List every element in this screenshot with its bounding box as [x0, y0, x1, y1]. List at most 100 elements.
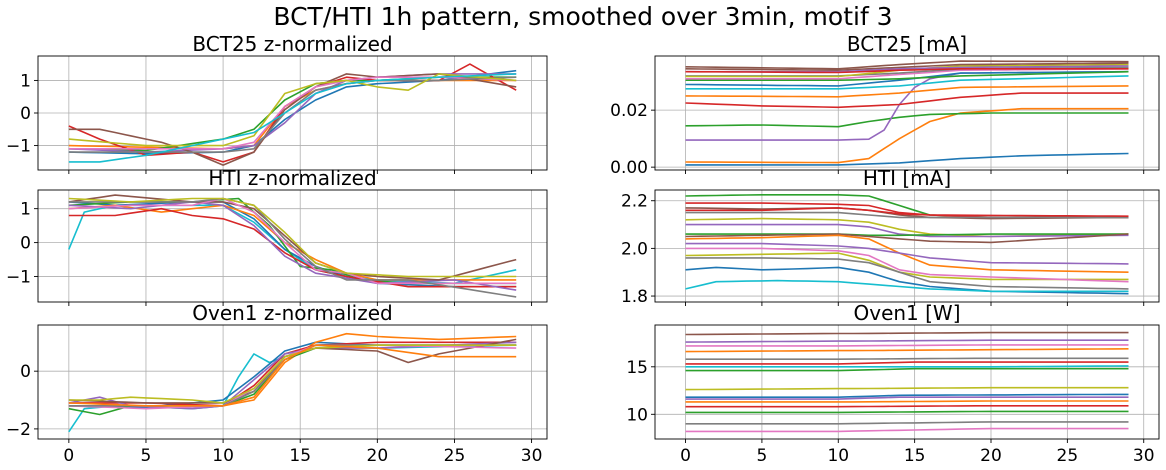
x-tick-label: 15 — [904, 446, 926, 466]
series-line-4 — [685, 211, 1129, 219]
series-line-11 — [685, 396, 1129, 400]
series-line-8 — [68, 197, 517, 285]
series-line-4 — [685, 348, 1129, 353]
x-tick-label: 5 — [756, 446, 767, 466]
subplot-title: HTI z-normalized — [208, 166, 376, 190]
y-tick-label: −1 — [6, 137, 31, 157]
series-line-1 — [68, 69, 517, 155]
axes-frame — [37, 189, 548, 303]
x-tick-label: 10 — [827, 446, 849, 466]
series-line-12 — [685, 400, 1129, 403]
series-line-7 — [685, 75, 1129, 90]
series-line-9 — [68, 73, 517, 147]
series-line-14 — [685, 410, 1129, 414]
y-tick-label: 2.2 — [621, 192, 648, 212]
series-line-8 — [685, 70, 1129, 87]
x-tick-label: 30 — [521, 446, 543, 466]
series-line-5 — [685, 207, 1129, 217]
series-line-5 — [685, 357, 1129, 360]
y-tick-label: −2 — [6, 420, 31, 440]
y-tick-label: −1 — [6, 268, 31, 288]
series-line-7 — [68, 194, 517, 281]
series-line-9 — [685, 233, 1129, 244]
figure-suptitle: BCT/HTI 1h pattern, smoothed over 3min, … — [273, 2, 893, 31]
y-tick-label: 2.0 — [621, 239, 648, 259]
x-tick-label: 5 — [141, 446, 152, 466]
series-line-10 — [685, 234, 1129, 273]
y-tick-label: 0 — [20, 104, 31, 124]
x-tick-label: 25 — [1057, 446, 1079, 466]
series-line-1 — [685, 331, 1129, 336]
series-line-9 — [685, 70, 1129, 81]
subplot-title: Oven1 [W] — [853, 301, 960, 325]
subplot-title: BCT25 z-normalized — [192, 32, 392, 56]
series-line-1 — [685, 152, 1129, 166]
series-line-6 — [68, 201, 517, 291]
x-tick-label: 20 — [367, 446, 389, 466]
series-line-15 — [685, 68, 1129, 74]
x-tick-label: 30 — [1133, 446, 1155, 466]
series-line-10 — [685, 393, 1129, 398]
series-line-16 — [685, 279, 1129, 293]
series-line-9 — [685, 386, 1129, 391]
subplot-6: 10 15 0 5 10 15 20 25 30 Oven1 [W] — [626, 301, 1160, 466]
series-line-2 — [685, 107, 1129, 164]
y-tick-label: 0 — [20, 362, 31, 382]
subplot-1: −1 0 1 BCT25 z-normalized — [6, 32, 548, 174]
series-line-7 — [685, 365, 1129, 368]
series-group — [68, 63, 517, 166]
axes-frame — [654, 324, 1160, 440]
subplot-2: 0.00 0.02 BCT25 [mA] — [610, 32, 1160, 178]
series-line-11 — [685, 242, 1129, 265]
series-line-15 — [685, 266, 1129, 295]
series-line-16 — [685, 427, 1129, 433]
series-line-2 — [68, 201, 517, 288]
subplot-3: −1 0 1 HTI z-normalized — [6, 166, 548, 306]
series-line-10 — [68, 73, 517, 163]
y-tick-label: 0.02 — [610, 101, 648, 121]
series-line-6 — [685, 85, 1129, 98]
x-tick-label: 10 — [212, 446, 234, 466]
subplot-5: −2 0 0 5 10 15 20 25 30 Oven1 z-normalized — [6, 301, 548, 466]
axes-frame — [37, 324, 548, 440]
x-tick-label: 15 — [289, 446, 311, 466]
series-line-8 — [685, 233, 1129, 237]
x-tick-label: 0 — [680, 446, 691, 466]
series-line-5 — [68, 207, 517, 288]
series-line-10 — [68, 197, 517, 278]
series-line-13 — [685, 405, 1129, 408]
series-line-10 — [68, 344, 517, 404]
series-group — [685, 194, 1129, 295]
y-tick-label: 0 — [20, 234, 31, 254]
series-line-11 — [68, 344, 517, 407]
subplot-4: 1.8 2.0 2.2 HTI [mA] — [621, 166, 1160, 307]
series-line-2 — [685, 339, 1129, 343]
series-group — [685, 331, 1129, 433]
series-line-12 — [685, 252, 1129, 281]
y-tick-label: 0.00 — [610, 158, 648, 178]
subplot-title: HTI [mA] — [863, 166, 951, 190]
series-line-6 — [685, 361, 1129, 365]
series-line-15 — [685, 421, 1129, 425]
x-tick-label: 25 — [444, 446, 466, 466]
series-line-14 — [685, 257, 1129, 290]
y-tick-label: 1.8 — [621, 287, 648, 307]
y-tick-label: 1 — [20, 71, 31, 91]
axes-frame — [654, 189, 1160, 303]
series-line-13 — [685, 62, 1129, 71]
y-tick-label: 1 — [20, 200, 31, 220]
y-tick-label: 10 — [626, 405, 648, 425]
subplot-title: BCT25 [mA] — [847, 32, 967, 56]
x-tick-label: 0 — [63, 446, 74, 466]
series-line-8 — [685, 367, 1129, 372]
y-tick-label: 15 — [626, 358, 648, 378]
series-line-3 — [685, 112, 1129, 128]
series-line-5 — [685, 92, 1129, 109]
series-line-1 — [68, 204, 517, 285]
subplot-title: Oven1 z-normalized — [192, 301, 393, 325]
series-line-16 — [685, 60, 1129, 70]
series-group — [68, 194, 517, 298]
series-group — [685, 60, 1129, 166]
series-group — [68, 332, 517, 433]
